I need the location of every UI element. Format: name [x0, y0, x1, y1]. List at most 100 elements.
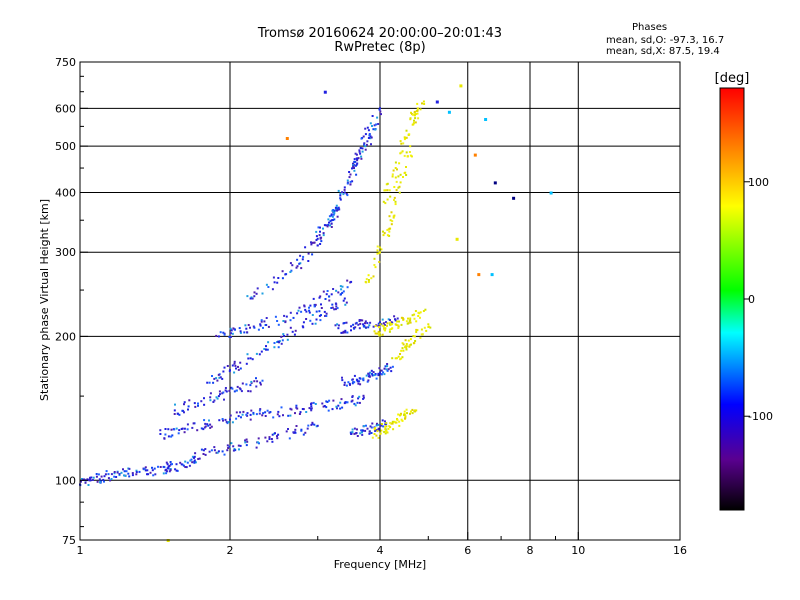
data-point-o	[169, 461, 172, 463]
data-point-o	[341, 285, 344, 288]
data-point-x	[409, 154, 412, 157]
data-point-o	[230, 332, 232, 335]
data-point-o	[351, 167, 353, 170]
data-point-o	[374, 128, 377, 131]
data-point-o	[320, 303, 322, 306]
data-point-x	[410, 111, 412, 114]
data-point-o	[353, 160, 356, 163]
data-point-o	[276, 437, 279, 440]
data-point-o	[337, 291, 340, 294]
data-point-o	[116, 471, 119, 474]
data-point-x	[424, 308, 427, 311]
data-point-o	[217, 373, 220, 376]
data-point-o	[277, 340, 280, 343]
data-point-o	[389, 319, 391, 321]
data-point-x	[427, 323, 430, 326]
data-point-o	[328, 399, 331, 402]
data-point-x	[413, 335, 416, 338]
data-point-o	[384, 420, 386, 423]
data-point-o	[354, 322, 357, 325]
data-point-o	[285, 430, 288, 433]
data-point-o	[96, 480, 99, 483]
data-point-o	[287, 428, 289, 430]
data-point-o	[238, 327, 241, 330]
data-point-o	[379, 371, 381, 374]
data-point-o	[355, 173, 358, 176]
data-point-o	[222, 370, 225, 373]
data-point-o	[346, 182, 349, 185]
data-point-o	[125, 470, 128, 473]
data-point-x	[422, 310, 425, 312]
data-point-o	[340, 288, 343, 291]
data-point-o	[336, 215, 339, 218]
data-point-o	[144, 466, 147, 469]
data-point-o	[371, 374, 374, 377]
data-point-o	[326, 290, 329, 292]
data-point-o	[363, 143, 365, 146]
data-point-o	[378, 367, 381, 370]
data-point-o	[135, 469, 138, 472]
data-point-x	[408, 151, 411, 153]
data-point-o	[351, 180, 354, 183]
data-point-o	[368, 134, 371, 137]
data-point-o	[177, 432, 180, 435]
data-point-o	[367, 137, 370, 139]
data-point-o	[356, 428, 358, 431]
data-point-x	[373, 428, 376, 431]
data-point-x	[376, 332, 378, 335]
data-point-o	[368, 133, 371, 136]
data-point-o	[338, 208, 341, 211]
data-point-o	[249, 390, 252, 393]
data-point-o	[369, 137, 372, 140]
data-point-o	[337, 404, 340, 407]
data-point-o	[247, 324, 250, 326]
data-point-o	[264, 436, 267, 439]
data-point-o	[372, 371, 375, 374]
data-point-o	[353, 169, 356, 172]
data-point-o	[354, 152, 357, 155]
data-point-o	[368, 432, 371, 435]
data-point-o	[257, 328, 260, 331]
data-point-o	[91, 479, 94, 481]
data-point-x	[383, 189, 386, 192]
data-point-x	[427, 326, 430, 328]
data-point-o	[278, 340, 281, 343]
data-point-o	[193, 459, 196, 462]
data-point-o	[245, 413, 248, 416]
colorbar-ticks: -100 0 100	[744, 176, 773, 423]
data-point-x	[397, 355, 400, 358]
data-point-o	[219, 331, 222, 334]
data-point-x	[399, 152, 402, 155]
data-point-o	[260, 319, 263, 322]
data-point-o	[151, 466, 153, 469]
data-point-x	[419, 336, 422, 339]
data-point-x	[394, 421, 397, 424]
data-point-x	[395, 189, 398, 192]
data-point-o	[353, 327, 356, 330]
data-point-o	[387, 318, 390, 321]
data-point-o	[255, 292, 258, 295]
data-point-o	[298, 306, 301, 309]
data-point-x	[385, 425, 388, 428]
data-point-o	[343, 402, 346, 405]
data-point-o	[353, 167, 355, 169]
data-point-o	[292, 316, 295, 319]
data-point-o	[259, 383, 262, 386]
data-point-o	[350, 329, 352, 332]
data-point-o	[229, 369, 231, 372]
data-point-o	[355, 163, 358, 166]
data-point-o	[282, 333, 285, 336]
data-point-o	[393, 315, 396, 318]
data-point-o	[234, 328, 236, 331]
data-point-o	[295, 404, 298, 407]
data-point-o	[232, 449, 235, 452]
outlier-point	[493, 181, 497, 185]
data-point-o	[235, 411, 238, 414]
data-point-o	[330, 226, 333, 228]
data-point-o	[362, 397, 365, 400]
data-point-o	[217, 335, 220, 338]
data-point-x	[367, 274, 370, 277]
data-point-x	[377, 330, 380, 333]
data-point-o	[184, 460, 187, 463]
data-point-o	[344, 329, 347, 332]
